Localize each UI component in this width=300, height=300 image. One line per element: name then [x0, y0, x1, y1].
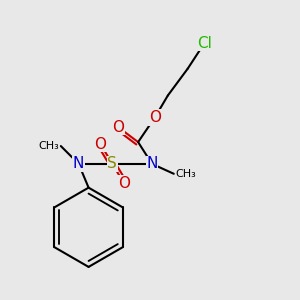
Text: N: N [73, 156, 84, 171]
Text: CH₃: CH₃ [38, 141, 59, 151]
Text: O: O [94, 136, 106, 152]
Text: CH₃: CH₃ [176, 169, 196, 179]
Text: Cl: Cl [197, 35, 212, 50]
Text: S: S [107, 156, 117, 171]
Text: O: O [149, 110, 161, 125]
Text: N: N [146, 156, 158, 171]
Text: O: O [118, 176, 130, 191]
Text: O: O [112, 120, 124, 135]
